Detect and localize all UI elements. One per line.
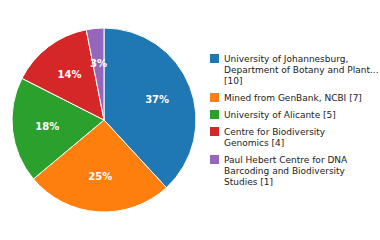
data-label: 3% [90,58,107,69]
legend-item: Paul Hebert Centre for DNABarcoding and … [210,155,348,187]
chart: 37% 25% 18% 14% 3% University of Johannesburg… [0,0,380,240]
legend-label: University of Alicante [5] [224,110,336,120]
legend-item: University of Alicante [5] [210,110,336,120]
legend-swatch [210,155,219,164]
legend-swatch [210,93,219,102]
legend-item: Centre for BiodiversityGenomics [4] [210,127,326,148]
pie-slice [86,28,104,120]
data-label: 37% [145,94,169,105]
legend-swatch [210,110,219,119]
data-label: 14% [58,69,82,80]
legend-label: Mined from GenBank, NCBI [7] [224,93,362,103]
data-label: 18% [35,121,59,132]
legend-label: Centre for BiodiversityGenomics [4] [224,127,326,148]
legend-swatch [210,54,219,63]
legend-swatch [210,127,219,136]
data-labels: 37% 25% 18% 14% 3% [35,58,169,183]
legend-item: University of Johannesburg,Department of… [210,54,379,86]
data-label: 25% [88,171,112,182]
pie [12,28,196,212]
legend-item: Mined from GenBank, NCBI [7] [210,93,362,103]
legend-label: University of Johannesburg,Department of… [224,54,379,86]
legend: University of Johannesburg,Department of… [210,54,379,187]
legend-label: Paul Hebert Centre for DNABarcoding and … [224,155,348,187]
